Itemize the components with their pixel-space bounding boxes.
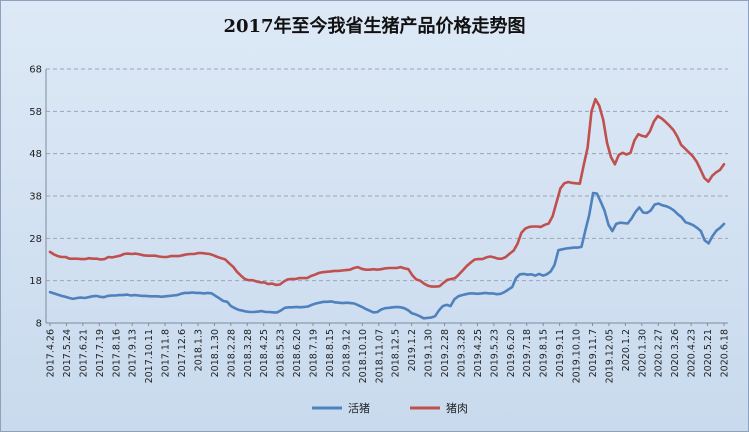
series-line-live-pig: [48, 191, 726, 320]
x-tick-label: 2018.7.19: [309, 329, 320, 377]
x-tick-label: 2018.1.30: [210, 329, 221, 377]
chart-title: 2017年至今我省生猪产品价格走势图: [223, 16, 526, 37]
x-tick-label: 2020.4.23: [687, 329, 698, 377]
x-tick-label: 2018.9.12: [341, 329, 352, 377]
x-tick-label: 2020.1.30: [637, 329, 648, 377]
x-tick-label: 2020.5.21: [703, 329, 714, 377]
y-tick-label: 38: [29, 192, 42, 203]
x-tick-label: 2020.3.26: [670, 329, 681, 377]
x-tick-label: 2018.2.28: [226, 329, 237, 377]
x-tick-label: 2018.4.25: [259, 329, 270, 377]
x-tick-label: 2017.6.21: [78, 329, 89, 377]
x-tick-label: 2018.5.23: [276, 329, 287, 377]
y-tick-label: 28: [29, 234, 42, 245]
x-tick-label: 2017.10.11: [144, 329, 155, 383]
x-tick-label: 2017.7.19: [95, 329, 106, 377]
x-tick-label: 2019.1.2: [407, 329, 418, 371]
series-line-pork: [48, 97, 726, 288]
y-tick-label: 48: [29, 149, 42, 160]
x-tick-label: 2019.4.25: [473, 329, 484, 377]
x-tick-label: 2019.1.30: [424, 329, 435, 377]
x-tick-label: 2019.3.28: [456, 329, 467, 377]
legend-label: 猪肉: [446, 402, 468, 415]
x-tick-label: 2018.12.5: [391, 329, 402, 377]
x-axis: 2017.4.26 2017.5.24 2017.6.21 2017.7.19 2017…: [46, 323, 731, 383]
x-tick-label: 2020.1.2: [621, 329, 632, 371]
x-tick-label: 2017.12.6: [177, 329, 188, 377]
series-layer: [48, 97, 726, 320]
x-tick-label: 2018.1.3: [193, 329, 204, 371]
x-tick-label: 2018.6.20: [292, 329, 303, 377]
x-tick-label: 2020.2.27: [654, 329, 665, 377]
y-tick-label: 68: [29, 65, 42, 76]
x-tick-label: 2018.11.07: [374, 329, 385, 383]
y-tick-label: 58: [29, 107, 42, 118]
y-tick-label: 18: [29, 276, 42, 287]
x-tick-label: 2018.8.15: [325, 329, 336, 377]
x-tick-label: 2018.10.10: [358, 329, 369, 383]
x-tick-label: 2018.3.28: [243, 329, 254, 377]
x-tick-label: 2019.12.05: [604, 329, 615, 383]
y-tick-label: 8: [36, 319, 42, 330]
x-tick-label: 2019.7.18: [522, 329, 533, 377]
x-tick-label: 2017.11.8: [161, 329, 172, 377]
x-tick-label: 2017.9.13: [128, 329, 139, 377]
x-tick-label: 2019.5.23: [489, 329, 500, 377]
x-tick-label: 2017.5.24: [62, 329, 73, 377]
x-tick-label: 2020.6.18: [720, 329, 731, 377]
x-tick-label: 2019.9.11: [555, 329, 566, 377]
legend-label: 活猪: [348, 402, 370, 415]
x-tick-label: 2019.10.10: [572, 329, 583, 383]
x-tick-label: 2017.8.16: [111, 329, 122, 377]
y-axis: 8 18 28 38 48 58 68: [29, 65, 42, 330]
x-tick-label: 2019.8.15: [539, 329, 550, 377]
x-tick-label: 2019.11.7: [588, 329, 599, 377]
legend: 活猪 猪肉: [312, 402, 468, 415]
x-tick-label: 2019.2.28: [440, 329, 451, 377]
grid-layer: [45, 68, 728, 324]
x-tick-label: 2017.4.26: [46, 329, 57, 377]
x-tick-label: 2019.6.20: [506, 329, 517, 377]
